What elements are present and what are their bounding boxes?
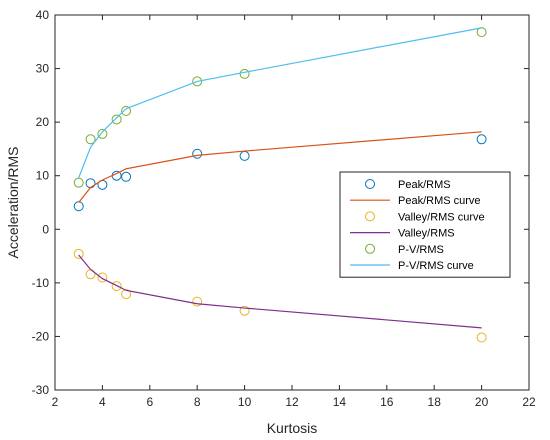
data-point [111,281,122,292]
x-tick-label: 6 [146,395,153,409]
legend-marker-swatch [365,179,375,189]
y-axis-label: Acceleration/RMS [5,146,21,258]
data-point [73,201,84,212]
data-point [73,177,84,188]
data-point [239,150,250,161]
legend-entry-label: Valley/RMS [398,228,455,240]
series-3 [78,254,482,329]
data-point [85,178,96,189]
y-tick-label: 20 [36,115,50,129]
data-point [73,248,84,259]
data-point [476,134,487,145]
data-point [121,105,132,116]
y-tick-label: -30 [32,383,50,397]
legend: Peak/RMS Peak/RMS curve Valley/RMS curve Va… [339,171,511,278]
y-tick-label: 10 [36,169,50,183]
x-axis-label: Kurtosis [267,420,318,436]
series-line [78,254,482,329]
legend-entry-label: P-V/RMS [398,244,444,256]
x-tick-label: 16 [380,395,394,409]
x-tick-label: 22 [522,395,536,409]
data-point [192,296,203,307]
data-point [192,148,203,159]
plot-area: 2 4 6 8 10 12 14 16 18 20 22 -30 -20 -10 0 10 20 30 40 [32,8,536,409]
series-5 [78,27,482,179]
series-2 [73,248,487,343]
data-point [239,305,250,316]
y-tick-label: 40 [36,8,50,22]
x-tick-label: 18 [428,395,442,409]
series-line [78,131,482,203]
x-tick-label: 20 [475,395,489,409]
legend-marker-swatch [365,243,375,254]
data-point [121,289,132,300]
data-point [476,332,487,343]
series-1 [78,131,482,203]
y-tick-label: -10 [32,276,50,290]
series-4 [73,27,487,188]
x-tick-label: 4 [99,395,106,409]
legend-entry-label: Valley/RMS curve [398,211,485,223]
data-point [192,76,203,87]
x-tick-label: 12 [285,395,299,409]
y-tick-label: -20 [32,329,50,343]
x-tick-label: 8 [194,395,201,409]
x-tick-label: 2 [52,395,59,409]
series-layer [73,27,487,343]
legend-entry-label: Peak/RMS [398,179,451,191]
legend-box [339,171,511,278]
legend-entry-label: P-V/RMS curve [398,260,474,272]
data-point [97,272,108,283]
data-point [476,27,487,38]
legend-entry-label: Peak/RMS curve [398,195,481,207]
data-point [111,114,122,125]
data-point [85,134,96,145]
data-point [97,128,108,139]
legend-marker-swatch [365,211,375,222]
y-tick-label: 0 [42,222,49,236]
series-line [78,27,482,179]
x-tick-label: 14 [333,395,347,409]
data-point [121,171,132,182]
data-point [239,68,250,79]
y-tick-label: 30 [36,62,50,76]
x-tick-label: 10 [238,395,252,409]
